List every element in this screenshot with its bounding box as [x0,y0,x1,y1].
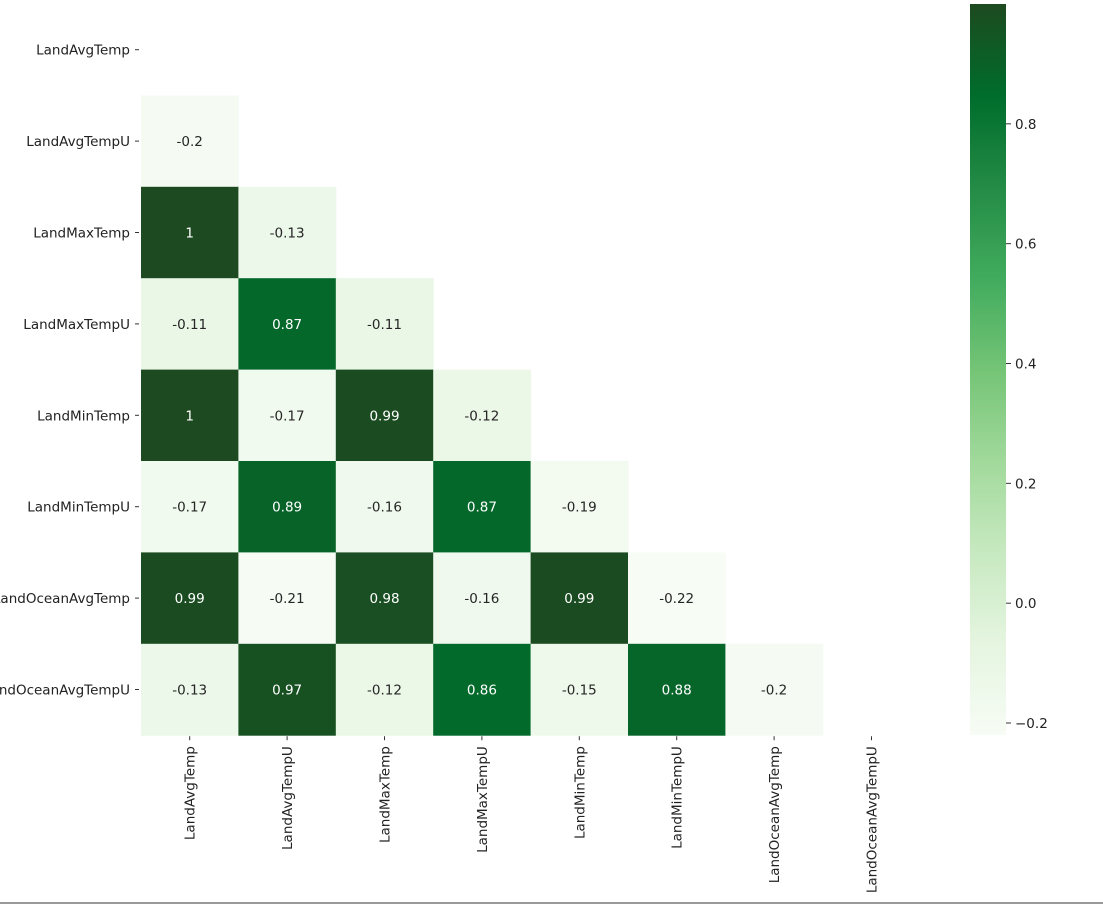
heatmap-cell [141,186,239,279]
x-axis-tick-labels: LandAvgTemp LandAvgTempU LandMaxTemp LandMa… [183,736,881,893]
y-tick-label: LandAvgTemp [36,43,130,59]
x-tick-label: LandOceanAvgTempU [865,746,881,893]
heatmap-cell [238,643,337,736]
heatmap-cell [433,369,532,462]
y-tick-label: LandAvgTempU [26,134,130,150]
heatmap-cell [141,461,239,553]
x-tick-label: LandOceanAvgTemp [767,746,783,883]
cell-value-label: 0.98 [369,591,399,607]
x-tick-label: LandAvgTempU [280,746,296,850]
heatmap-cell [335,552,434,645]
cell-value-label: 0.88 [662,683,692,699]
heatmap-cell [238,552,337,645]
cell-value-label: 0.89 [272,500,302,516]
cell-value-label: -0.16 [367,500,402,516]
heatmap-cell [238,278,337,371]
cell-value-label: 0.99 [369,408,399,424]
heatmap-cell [530,461,629,553]
cell-value-label: 1 [185,226,194,242]
heatmap-cells: -0.21 -0.13-0.11 0.87 -0.111 -0.17 0.99 -0.12-… [141,95,824,736]
cell-value-label: -0.12 [464,408,499,424]
y-tick-label: LandMaxTemp [33,226,130,242]
colorbar-tick-label: 0.8 [1015,117,1036,133]
y-tick-label: LandOceanAvgTemp [0,591,130,607]
heatmap-cell [433,552,532,645]
cell-value-label: 0.97 [272,683,302,699]
cell-value-label: 0.87 [272,317,302,333]
heatmap-cell [141,552,239,645]
x-tick-label: LandMaxTemp [378,746,394,843]
cell-value-label: -0.13 [270,226,305,242]
heatmap-cell [335,278,434,371]
heatmap-cell [335,643,434,736]
cell-value-label: -0.22 [659,591,694,607]
cell-value-label: 0.99 [564,591,594,607]
cell-value-label: 0.86 [467,683,497,699]
y-tick-label: LandMinTempU [27,500,130,516]
colorbar-tick-label: 0.0 [1015,596,1036,612]
cell-value-label: 0.87 [467,500,497,516]
heatmap-cell [141,95,239,188]
y-tick-label: LandMinTemp [37,408,130,424]
cell-value-label: 1 [185,408,194,424]
cell-value-label: -0.19 [562,500,597,516]
heatmap-cell [628,643,726,736]
heatmap-cell [628,552,726,645]
y-tick-label: LandMaxTempU [23,317,130,333]
x-tick-label: LandMinTempU [670,746,686,849]
cell-value-label: -0.13 [172,683,207,699]
colorbar-tick-label: 0.4 [1015,357,1036,373]
heatmap-cell [433,643,532,736]
heatmap-cell [530,643,629,736]
heatmap-cell [141,643,239,736]
heatmap-cell [141,369,239,462]
cell-value-label: -0.17 [172,500,207,516]
colorbar-tick-label: −0.2 [1015,716,1048,732]
heatmap-cell [725,643,824,736]
cell-value-label: -0.2 [761,683,787,699]
cell-value-label: -0.16 [464,591,499,607]
heatmap-cell [335,461,434,553]
y-axis-tick-labels: LandAvgTemp LandAvgTempU LandMaxTemp LandMa… [0,43,139,699]
colorbar-gradient [970,4,1006,735]
heatmap-cell [238,186,337,279]
cell-value-label: -0.12 [367,683,402,699]
cell-value-label: -0.2 [177,134,203,150]
cell-value-label: 0.99 [175,591,205,607]
cell-value-label: -0.11 [172,317,207,333]
cell-value-label: -0.21 [270,591,305,607]
colorbar-tick-label: 0.6 [1015,237,1036,253]
y-tick-label: LandOceanAvgTempU [0,683,130,699]
heatmap-cell [335,369,434,462]
heatmap-cell [238,461,337,553]
cell-value-label: -0.17 [270,408,305,424]
cell-value-label: -0.15 [562,683,597,699]
x-tick-label: LandMinTemp [572,746,588,839]
heatmap-cell [433,461,532,553]
heatmap-cell [238,369,337,462]
colorbar: −0.2 0.0 0.2 0.4 0.6 0.8 [970,4,1048,735]
heatmap-cell [530,552,629,645]
x-tick-label: LandMaxTempU [475,746,491,853]
bottom-divider [0,902,1103,904]
heatmap-cell [141,278,239,371]
colorbar-tick-label: 0.2 [1015,476,1036,492]
cell-value-label: -0.11 [367,317,402,333]
x-tick-label: LandAvgTemp [183,746,199,840]
